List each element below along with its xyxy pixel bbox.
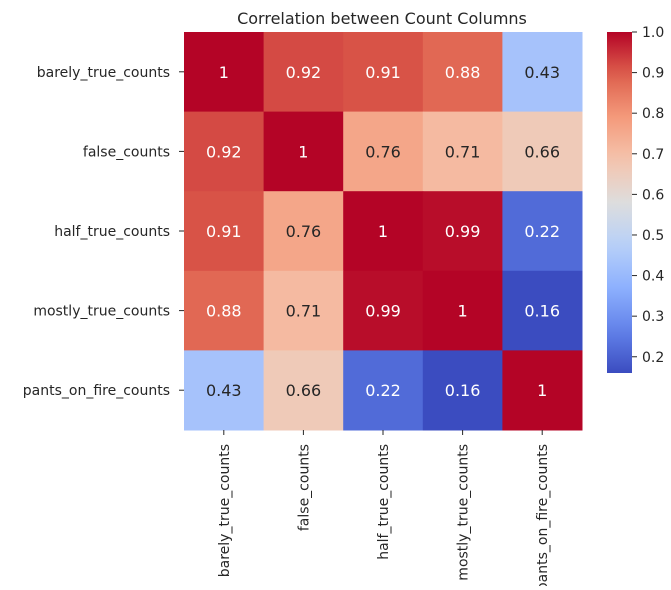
cell-value-label: 0.43 [206, 381, 242, 400]
cell-value-label: 0.66 [524, 142, 560, 161]
heatmap-cell [422, 191, 503, 272]
heatmap-cell [422, 32, 503, 113]
heatmap-cell [263, 270, 344, 351]
cell-value-label: 0.91 [206, 222, 242, 241]
cell-value-label: 0.88 [206, 302, 242, 321]
cell-value-label: 1 [537, 381, 547, 400]
heatmap-cell [263, 32, 344, 113]
x-tick-label: half_true_counts [376, 444, 392, 560]
x-tick-label: false_counts [296, 444, 312, 531]
colorbar: 0.2 0.3 0.4 0.5 0.6 0.7 0.8 0.9 1.0 [607, 25, 664, 373]
heatmap-cell [184, 350, 265, 431]
cell-value-label: 0.71 [445, 142, 481, 161]
cell-value-label: 0.66 [286, 381, 322, 400]
colorbar-gradient [607, 32, 632, 373]
colorbar-tick-label: 0.5 [642, 228, 664, 244]
cell-value-label: 0.76 [365, 142, 401, 161]
colorbar-tick-label: 0.9 [642, 66, 664, 82]
colorbar-tick-label: 0.3 [642, 309, 664, 325]
heatmap-cell [502, 191, 583, 272]
x-tick-label: mostly_true_counts [456, 444, 472, 581]
colorbar-tick-label: 1.0 [642, 25, 664, 41]
cell-value-label: 1 [219, 63, 229, 82]
cell-value-label: 0.99 [445, 222, 481, 241]
x-tick-label: pants_on_fire_counts [535, 444, 551, 586]
cell-value-label: 0.71 [286, 302, 322, 321]
y-tick-labels: barely_true_counts false_counts half_true_… [23, 65, 184, 399]
colorbar-tick-label: 0.4 [642, 269, 664, 285]
heatmap-cell [502, 32, 583, 113]
heatmap-cell [184, 111, 265, 192]
cell-value-label: 0.91 [365, 63, 401, 82]
y-tick-label: pants_on_fire_counts [23, 383, 170, 399]
heatmap-cell [184, 32, 265, 113]
x-tick-labels: barely_true_counts false_counts half_true_… [217, 430, 551, 590]
heatmap-cell [343, 32, 424, 113]
heatmap-cell [502, 270, 583, 351]
colorbar-tick-label: 0.8 [642, 106, 664, 122]
y-tick-label: mostly_true_counts [33, 304, 170, 320]
cell-value-label: 0.76 [286, 222, 322, 241]
heatmap-cell [343, 350, 424, 431]
cell-value-label: 1 [298, 142, 308, 161]
heatmap-cell [343, 270, 424, 351]
heatmap-cell [422, 350, 503, 431]
chart-title: Correlation between Count Columns [237, 9, 527, 28]
heatmap-cells [184, 32, 583, 431]
heatmap-cell [263, 191, 344, 272]
heatmap-cell [343, 111, 424, 192]
heatmap-cell [343, 191, 424, 272]
cell-value-label: 0.16 [524, 302, 560, 321]
cell-value-label: 0.92 [206, 142, 242, 161]
heatmap-cell [422, 270, 503, 351]
cell-value-label: 0.92 [286, 63, 322, 82]
colorbar-tick-label: 0.7 [642, 147, 664, 163]
heatmap-cell [184, 191, 265, 272]
cell-annotations: 1 0.92 0.91 0.88 0.43 0.92 1 0.76 0.71 0.66 0.91 0.… [206, 63, 560, 400]
cell-value-label: 0.99 [365, 302, 401, 321]
y-tick-label: half_true_counts [54, 224, 170, 240]
heatmap-cell [502, 350, 583, 431]
heatmap-cell [422, 111, 503, 192]
cell-value-label: 0.43 [524, 63, 560, 82]
heatmap-cell [263, 350, 344, 431]
cell-value-label: 0.16 [445, 381, 481, 400]
cell-value-label: 0.88 [445, 63, 481, 82]
colorbar-tick-label: 0.2 [642, 350, 664, 366]
y-tick-label: false_counts [83, 144, 170, 160]
cell-value-label: 0.22 [524, 222, 560, 241]
heatmap-cell [184, 270, 265, 351]
heatmap-cell [263, 111, 344, 192]
cell-value-label: 0.22 [365, 381, 401, 400]
x-tick-label: barely_true_counts [217, 444, 233, 577]
cell-value-label: 1 [458, 302, 468, 321]
y-tick-label: barely_true_counts [37, 65, 170, 81]
heatmap-cell [502, 111, 583, 192]
colorbar-tick-label: 0.6 [642, 187, 664, 203]
cell-value-label: 1 [378, 222, 388, 241]
